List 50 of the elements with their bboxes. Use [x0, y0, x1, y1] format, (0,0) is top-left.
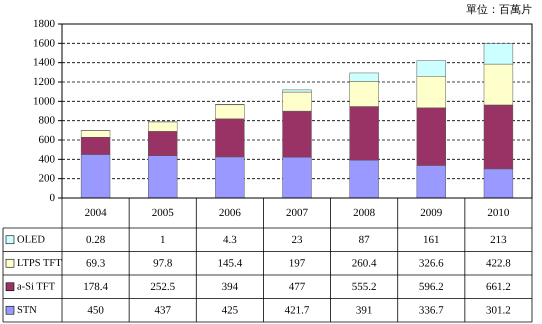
y-tick-label: 1600 [33, 37, 56, 50]
data-label: 301.2 [486, 304, 511, 316]
legend-label: STN [17, 304, 38, 316]
legend-label: LTPS TFT [17, 258, 62, 269]
y-tick-label: 200 [38, 172, 56, 185]
data-label: 391 [356, 304, 372, 316]
data-label: 421.7 [284, 304, 310, 316]
data-label: 394 [222, 280, 239, 293]
data-label: 555.2 [352, 280, 377, 293]
data-label: 213 [490, 234, 508, 246]
x-tick-label: 2004 [84, 207, 108, 219]
data-label: 23 [292, 234, 303, 246]
legend-label: OLED [17, 234, 46, 246]
data-label: 477 [288, 280, 306, 293]
data-label: 0.28 [86, 234, 106, 246]
data-label: 161 [423, 234, 440, 246]
data-label: 437 [154, 304, 172, 316]
data-label: 4.3 [222, 234, 238, 246]
y-tick-label: 1400 [33, 56, 56, 69]
text: 單位：百萬片 [466, 3, 532, 16]
x-tick-label: 2010 [487, 207, 510, 219]
y-tick-label: 1800 [33, 18, 56, 30]
data-label: 596.2 [418, 280, 444, 293]
data-label: 145.4 [217, 257, 243, 270]
data-label: 450 [87, 304, 104, 316]
data-label: 260.4 [352, 257, 378, 270]
data-label: 69.3 [86, 257, 106, 270]
y-tick-label: 1000 [33, 95, 56, 108]
data-label: 326.6 [418, 257, 444, 270]
data-label: 336.7 [418, 304, 444, 316]
y-tick-label: 400 [38, 153, 56, 166]
x-tick-label: 2005 [152, 207, 174, 219]
y-tick-label: 800 [38, 114, 56, 127]
y-tick-label: 0 [50, 192, 56, 204]
x-tick-label: 2007 [286, 207, 308, 219]
data-label: 661.2 [486, 280, 511, 293]
y-tick-label: 1200 [33, 76, 56, 88]
data-label: 97.8 [153, 257, 173, 270]
data-label: 87 [358, 234, 370, 246]
data-label: 178.4 [83, 280, 108, 293]
legend-label: a-Si TFT [17, 281, 56, 292]
y-tick-label: 600 [38, 134, 56, 146]
x-tick-label: 2006 [218, 207, 242, 219]
data-label: 252.5 [150, 280, 176, 293]
data-label: 422.8 [486, 257, 512, 270]
data-label: 197 [288, 257, 306, 270]
x-tick-label: 2008 [353, 207, 376, 219]
data-label: 1 [160, 234, 166, 246]
data-label: 425 [222, 304, 239, 316]
x-tick-label: 2009 [420, 207, 443, 219]
